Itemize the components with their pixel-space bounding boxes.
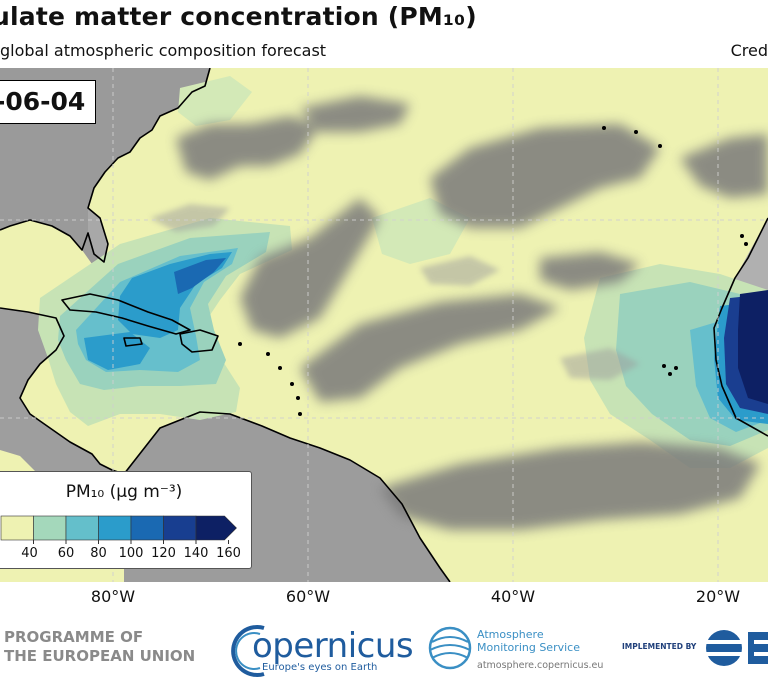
legend-colorbar: 40 60 80 100 120 140 160 <box>0 515 241 561</box>
cloud-far-east <box>680 134 768 198</box>
plume-cuba-80 <box>84 332 150 370</box>
atmosphere-line-2: Monitoring Service <box>477 641 580 654</box>
small-islands <box>238 126 748 416</box>
legend-swatch-2 <box>65 515 99 541</box>
legend-tick-label-160: 160 <box>216 546 241 561</box>
cloud-light-a <box>150 204 230 232</box>
longitude-label-40w: 40°W <box>490 587 536 606</box>
cuba-coast <box>61 293 191 335</box>
longitude-label-20w: 20°W <box>695 587 741 606</box>
copernicus-logo-icon <box>231 625 265 677</box>
band-80-160 <box>84 252 768 424</box>
cloud-north-b <box>300 96 410 132</box>
map-canvas <box>0 68 768 582</box>
north-america-coast <box>0 68 211 263</box>
legend-tick-label-100: 100 <box>119 546 144 561</box>
copernicus-tagline: Europe's eyes on Earth <box>262 662 378 673</box>
legend-swatch-6 <box>195 515 237 541</box>
hispaniola-coast <box>179 329 219 353</box>
longitude-label-80w: 80°W <box>90 587 136 606</box>
legend-swatch-1 <box>33 515 67 541</box>
cloud-south-band <box>380 442 760 530</box>
pm10-map <box>0 68 768 582</box>
legend-swatch-3 <box>98 515 132 541</box>
cloud-light-c <box>560 348 640 380</box>
south-america-coast <box>123 411 451 582</box>
map-title: ulate matter concentration (PM₁₀) <box>0 2 477 31</box>
eu-programme-text: PROGRAMME OF THE EUROPEAN UNION <box>4 628 195 666</box>
footer: PROGRAMME OF THE EUROPEAN UNION opernicu… <box>0 612 768 686</box>
cloud-cover <box>176 96 768 530</box>
cloud-cover-light <box>150 204 640 380</box>
longitude-label-60w: 60°W <box>285 587 331 606</box>
legend-swatch-0 <box>0 515 34 541</box>
central-america-land <box>0 308 124 508</box>
cloud-northeast <box>430 124 660 228</box>
copernicus-wordmark: opernicus <box>252 626 414 666</box>
legend-tick-label-80: 80 <box>90 546 107 561</box>
cloud-mid-band <box>300 294 560 402</box>
africa-coast <box>713 217 768 437</box>
credit-text: Cred <box>730 41 768 60</box>
legend-tick-label-60: 60 <box>58 546 75 561</box>
cloud-north-a <box>176 116 320 180</box>
date-label: -06-04 <box>0 80 97 124</box>
gridlines <box>0 68 768 582</box>
plume-east-160 <box>738 290 768 404</box>
legend-swatch-5 <box>163 515 197 541</box>
jamaica-coast <box>123 337 143 347</box>
atmosphere-url: atmosphere.copernicus.eu <box>477 660 604 671</box>
implemented-by-text: IMPLEMENTED BY <box>622 642 697 651</box>
legend-tick-label-120: 120 <box>151 546 176 561</box>
atmosphere-service-name: Atmosphere Monitoring Service <box>477 628 580 654</box>
legend-swatch-4 <box>130 515 164 541</box>
legend-tick-label-140: 140 <box>184 546 209 561</box>
central-america-coast <box>0 307 125 475</box>
plume-caribbean-100 <box>174 258 226 294</box>
legend-title: PM₁₀ (μg m⁻³) <box>65 482 183 502</box>
coastlines <box>0 68 768 582</box>
map-subtitle: global atmospheric composition forecast <box>0 41 327 60</box>
cloud-east-mid <box>540 252 640 290</box>
eu-line-2: THE EUROPEAN UNION <box>4 647 196 665</box>
eu-line-1: PROGRAMME OF <box>4 628 144 646</box>
plume-north-atlantic <box>178 76 252 126</box>
ecmwf-logo-icon <box>706 630 768 666</box>
legend: PM₁₀ (μg m⁻³) 40 60 80 100 120 140 160 <box>0 471 252 569</box>
cloud-center-diagonal <box>240 198 380 338</box>
atmosphere-globe-icon <box>428 626 472 670</box>
atmosphere-line-1: Atmosphere <box>477 628 544 641</box>
legend-tick-label-40: 40 <box>21 546 38 561</box>
cloud-light-b <box>420 256 500 286</box>
